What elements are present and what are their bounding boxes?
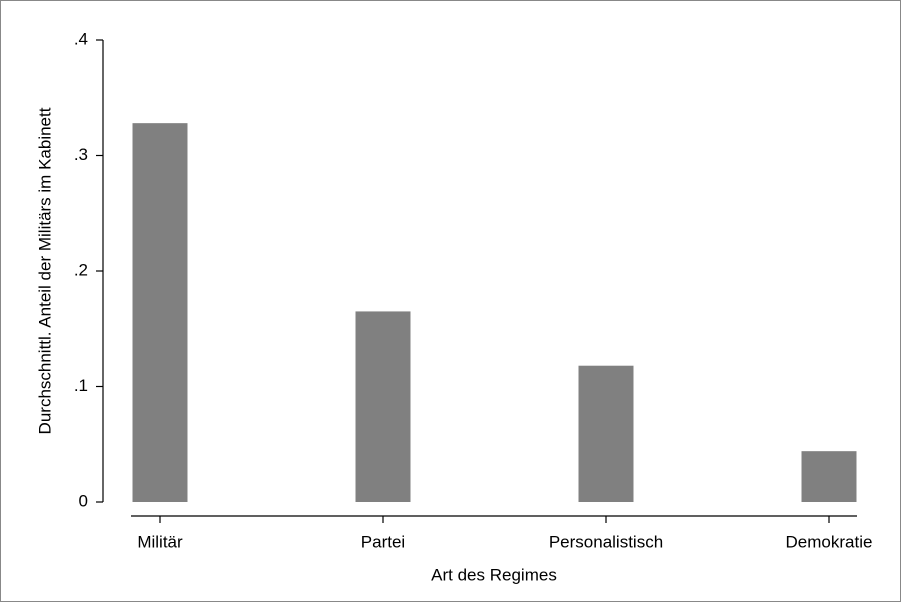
y-axis-title: Durchschnittl. Anteil der Militärs im Ka… bbox=[35, 107, 54, 434]
y-tick-label: .4 bbox=[74, 29, 88, 48]
x-tick-label: Partei bbox=[361, 532, 405, 551]
x-tick-label: Demokratie bbox=[786, 532, 873, 551]
x-tick-label: Militär bbox=[137, 532, 183, 551]
y-tick-label: 0 bbox=[79, 491, 88, 510]
bar bbox=[578, 365, 634, 502]
x-axis-title: Art des Regimes bbox=[431, 565, 557, 584]
bar bbox=[132, 123, 188, 502]
bar bbox=[801, 451, 857, 502]
y-tick-label: .1 bbox=[74, 376, 88, 395]
y-tick-label: .3 bbox=[74, 145, 88, 164]
x-tick-label: Personalistisch bbox=[549, 532, 663, 551]
bar bbox=[355, 311, 411, 502]
y-tick-label: .2 bbox=[74, 260, 88, 279]
